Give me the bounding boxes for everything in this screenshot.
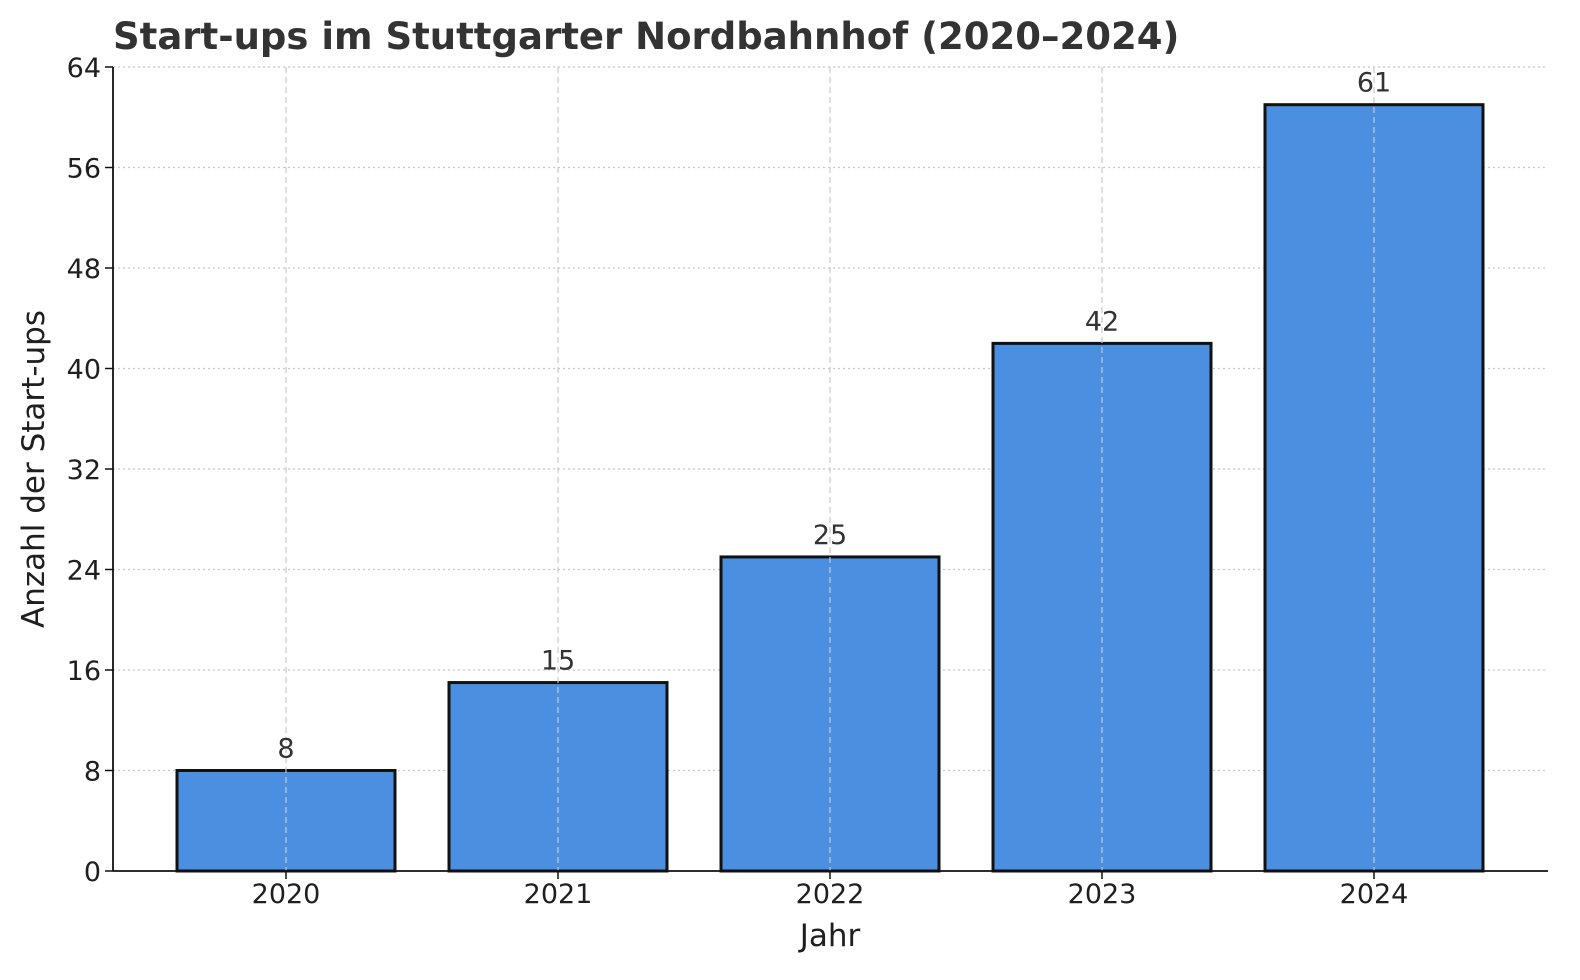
data-label: 25 (813, 520, 847, 551)
y-tick-label: 8 (84, 757, 101, 788)
y-tick-label: 40 (67, 355, 101, 386)
data-label: 42 (1085, 306, 1119, 337)
vertical-gridlines (285, 67, 1375, 871)
data-label: 61 (1357, 68, 1391, 99)
y-tick-label: 32 (67, 455, 101, 486)
data-label: 8 (277, 734, 294, 765)
y-tick-label: 0 (84, 857, 101, 888)
x-tick-label: 2023 (1068, 879, 1137, 910)
x-ticks: 2020 2021 2022 2023 2024 (252, 871, 1409, 910)
chart-title: Start-ups im Stuttgarter Nordbahnhof (20… (113, 15, 1179, 58)
y-axis-label: Anzahl der Start-ups (16, 310, 52, 628)
data-label: 15 (541, 646, 575, 677)
y-ticks: 0 8 16 24 32 40 48 56 64 (67, 53, 113, 888)
bar-2022 (719, 555, 941, 873)
y-tick-label: 64 (67, 53, 101, 84)
data-labels: 8 15 25 42 61 (277, 68, 1391, 765)
x-tick-label: 2022 (796, 879, 865, 910)
x-tick-label: 2021 (524, 879, 593, 910)
y-tick-label: 24 (67, 556, 101, 587)
y-tick-label: 48 (67, 254, 101, 285)
x-tick-label: 2024 (1340, 879, 1409, 910)
y-tick-label: 16 (67, 656, 101, 687)
x-axis-label: Jahr (798, 918, 861, 954)
x-tick-label: 2020 (252, 879, 321, 910)
y-tick-label: 56 (67, 154, 101, 185)
